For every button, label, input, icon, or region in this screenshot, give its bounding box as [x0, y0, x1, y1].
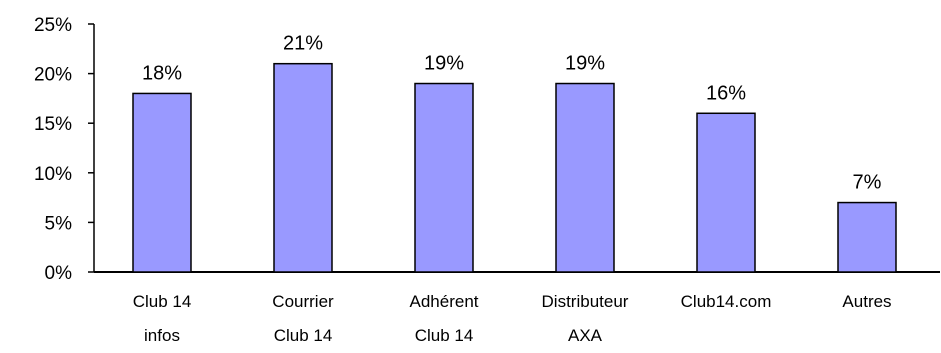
y-tick-label: 20%: [34, 65, 72, 86]
data-label: 7%: [853, 172, 882, 194]
category-label: Club 14: [274, 326, 333, 345]
bars: [132, 62, 897, 273]
y-tick-label: 5%: [45, 213, 73, 234]
data-label: 19%: [424, 53, 464, 75]
category-label: Club 14: [415, 326, 474, 345]
y-tick-label: 25%: [34, 15, 72, 36]
data-labels: 18% 21% 19% 19% 16% 7%: [142, 33, 882, 194]
bar: [837, 201, 897, 273]
bar: [555, 82, 615, 273]
y-tick-label: 15%: [34, 114, 72, 135]
bar: [273, 62, 333, 273]
category-label: infos: [144, 326, 180, 345]
category-label: Distributeur: [542, 292, 629, 311]
y-tick-label: 10%: [34, 164, 72, 185]
data-label: 18%: [142, 62, 182, 84]
bar: [414, 82, 474, 273]
y-tick-label: 0%: [45, 263, 73, 284]
category-label: Club 14: [133, 292, 192, 311]
bar: [132, 92, 192, 273]
category-label: Club14.com: [681, 292, 772, 311]
data-label: 19%: [565, 53, 605, 75]
category-label: Autres: [842, 292, 891, 311]
bar: [696, 112, 756, 273]
category-label: AXA: [568, 326, 603, 345]
data-label: 16%: [706, 82, 746, 104]
y-axis: 0% 5% 10% 15% 20% 25%: [34, 15, 95, 284]
category-label: Courrier: [272, 292, 334, 311]
data-label: 21%: [283, 33, 323, 55]
category-labels: Club 14 infos Courrier Club 14 Adhérent Club …: [133, 292, 892, 345]
category-label: Adhérent: [410, 292, 479, 311]
